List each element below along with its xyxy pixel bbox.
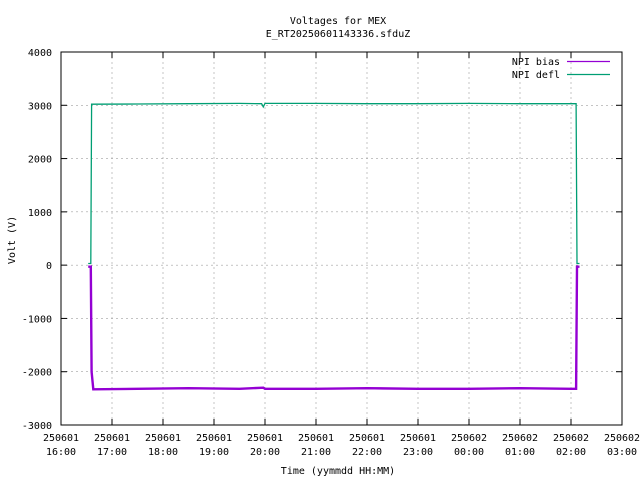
- grid: [61, 52, 622, 425]
- legend-label: NPI bias: [512, 57, 560, 68]
- x-tick-date: 250601: [247, 433, 283, 444]
- y-tick-label: -1000: [22, 314, 52, 325]
- x-tick-date: 250602: [451, 433, 487, 444]
- x-tick-date: 250601: [196, 433, 232, 444]
- series-line-npi-defl: [88, 102, 580, 265]
- x-tick-date: 250601: [94, 433, 130, 444]
- x-tick-time: 00:00: [454, 447, 484, 458]
- x-tick-time: 20:00: [250, 447, 280, 458]
- x-tick-date: 250601: [349, 433, 385, 444]
- chart-title: Voltages for MEX: [290, 16, 386, 27]
- legend-label: NPI defl: [512, 70, 560, 81]
- y-axis-label: Volt (V): [7, 216, 18, 264]
- x-tick-time: 19:00: [199, 447, 229, 458]
- y-tick-label: -2000: [22, 368, 52, 379]
- y-tick-label: 1000: [28, 208, 52, 219]
- series-line-npi-bias: [88, 265, 580, 391]
- legend: NPI bias NPI defl: [512, 57, 610, 81]
- x-tick-time: 16:00: [46, 447, 76, 458]
- plot-frame: [60, 51, 623, 426]
- x-tick-date: 250602: [553, 433, 589, 444]
- y-tick-labels: -3000 -2000 -1000 0 1000 2000 3000 4000: [22, 48, 52, 432]
- y-tick-label: 3000: [28, 101, 52, 112]
- x-tick-time: 01:00: [505, 447, 535, 458]
- x-tick-time: 03:00: [607, 447, 637, 458]
- x-tick-time: 17:00: [97, 447, 127, 458]
- y-tick-label: 2000: [28, 155, 52, 166]
- y-tick-label: 4000: [28, 48, 52, 59]
- x-tick-time: 23:00: [403, 447, 433, 458]
- x-tick-date: 250601: [298, 433, 334, 444]
- x-axis-label: Time (yymmdd HH:MM): [281, 466, 395, 477]
- x-tick-date: 250602: [604, 433, 640, 444]
- chart-subtitle: E_RT20250601143336.sfduZ: [266, 29, 411, 40]
- x-tick-time: 21:00: [301, 447, 331, 458]
- x-tick-date: 250601: [43, 433, 79, 444]
- axis-ticks: [60, 51, 623, 426]
- y-tick-label: 0: [46, 261, 52, 272]
- x-tick-time: 02:00: [556, 447, 586, 458]
- x-tick-time: 22:00: [352, 447, 382, 458]
- x-tick-date: 250602: [502, 433, 538, 444]
- x-tick-date: 250601: [400, 433, 436, 444]
- plot-area: [88, 102, 580, 391]
- x-tick-time: 18:00: [148, 447, 178, 458]
- x-tick-date: 250601: [145, 433, 181, 444]
- y-tick-label: -3000: [22, 421, 52, 432]
- x-tick-labels: 250601 16:00 250601 17:00 250601 18:00 250601 1…: [43, 433, 640, 458]
